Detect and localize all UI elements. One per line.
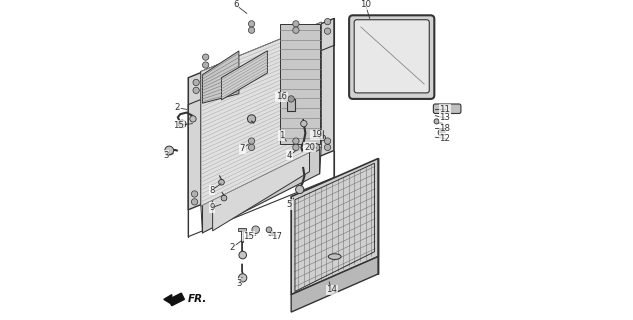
Circle shape bbox=[252, 226, 260, 234]
Text: 15: 15 bbox=[173, 121, 184, 130]
Circle shape bbox=[266, 227, 272, 233]
Circle shape bbox=[248, 138, 254, 144]
Text: 13: 13 bbox=[439, 113, 450, 123]
Text: 10: 10 bbox=[360, 0, 371, 9]
Text: 2: 2 bbox=[174, 103, 180, 112]
Text: 16: 16 bbox=[276, 92, 287, 101]
Circle shape bbox=[325, 138, 331, 144]
Circle shape bbox=[248, 144, 254, 150]
Circle shape bbox=[239, 274, 247, 282]
Text: 17: 17 bbox=[272, 232, 282, 241]
Text: 5: 5 bbox=[287, 200, 292, 209]
Bar bbox=[287, 99, 295, 111]
Polygon shape bbox=[291, 158, 379, 295]
Text: 19: 19 bbox=[311, 130, 322, 139]
Text: 11: 11 bbox=[439, 105, 450, 114]
Circle shape bbox=[438, 129, 445, 136]
Circle shape bbox=[239, 251, 246, 259]
Text: 8: 8 bbox=[210, 186, 215, 195]
FancyBboxPatch shape bbox=[434, 104, 461, 114]
Bar bbox=[241, 230, 242, 243]
Polygon shape bbox=[201, 22, 322, 206]
Circle shape bbox=[248, 21, 254, 27]
Polygon shape bbox=[203, 49, 320, 233]
Circle shape bbox=[296, 185, 304, 194]
Circle shape bbox=[193, 87, 199, 93]
Text: 3: 3 bbox=[236, 279, 242, 288]
Circle shape bbox=[325, 144, 331, 150]
FancyArrow shape bbox=[168, 293, 184, 306]
Bar bbox=[238, 228, 246, 231]
Text: 9: 9 bbox=[210, 203, 215, 212]
Circle shape bbox=[292, 144, 299, 150]
Polygon shape bbox=[203, 51, 239, 103]
Polygon shape bbox=[213, 51, 310, 231]
Circle shape bbox=[190, 116, 196, 122]
Text: 15: 15 bbox=[243, 232, 254, 241]
Text: 7: 7 bbox=[239, 144, 245, 154]
Circle shape bbox=[325, 28, 331, 34]
Text: 18: 18 bbox=[439, 124, 450, 133]
Circle shape bbox=[292, 138, 299, 144]
Polygon shape bbox=[188, 19, 334, 210]
Text: 1: 1 bbox=[279, 131, 284, 140]
Text: FR.: FR. bbox=[187, 294, 207, 304]
Circle shape bbox=[320, 135, 326, 141]
Text: 3: 3 bbox=[163, 151, 169, 160]
Polygon shape bbox=[280, 24, 320, 144]
Circle shape bbox=[292, 27, 299, 33]
Text: 14: 14 bbox=[326, 285, 337, 294]
Circle shape bbox=[203, 62, 209, 68]
Text: 20: 20 bbox=[304, 143, 315, 152]
Circle shape bbox=[203, 54, 209, 60]
Circle shape bbox=[292, 21, 299, 27]
Circle shape bbox=[193, 79, 199, 86]
Polygon shape bbox=[291, 257, 379, 312]
Polygon shape bbox=[201, 22, 322, 206]
FancyBboxPatch shape bbox=[349, 15, 434, 99]
Circle shape bbox=[165, 146, 173, 155]
Circle shape bbox=[179, 120, 186, 128]
Circle shape bbox=[325, 19, 331, 25]
Circle shape bbox=[191, 199, 197, 205]
Circle shape bbox=[301, 120, 307, 127]
Circle shape bbox=[248, 27, 254, 33]
Text: 6: 6 bbox=[233, 0, 239, 9]
Circle shape bbox=[221, 195, 227, 201]
Circle shape bbox=[434, 119, 439, 124]
Ellipse shape bbox=[329, 254, 341, 260]
Circle shape bbox=[218, 180, 224, 185]
Polygon shape bbox=[222, 51, 267, 100]
Text: 12: 12 bbox=[439, 134, 450, 143]
Circle shape bbox=[288, 96, 294, 102]
Circle shape bbox=[248, 115, 256, 123]
Polygon shape bbox=[164, 295, 172, 304]
FancyBboxPatch shape bbox=[354, 20, 429, 93]
Circle shape bbox=[312, 144, 320, 151]
Text: 4: 4 bbox=[287, 151, 292, 160]
Circle shape bbox=[191, 191, 197, 197]
Text: 2: 2 bbox=[230, 243, 235, 252]
